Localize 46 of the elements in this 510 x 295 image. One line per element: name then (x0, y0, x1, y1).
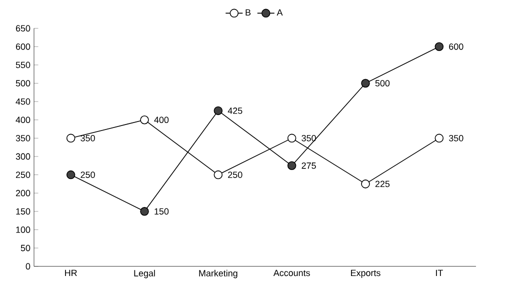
point (361, 180, 370, 188)
x-tick-label: Accounts (273, 270, 310, 276)
x-tick-label: Exports (351, 270, 380, 278)
data-label: 150 (154, 208, 169, 215)
data-label: 425 (228, 108, 242, 114)
point (66, 134, 76, 143)
y-tick-label: 100 (16, 226, 30, 234)
data-label: 350 (448, 135, 464, 142)
data-label: 250 (228, 172, 242, 178)
point (214, 106, 223, 116)
y-tick-label: 450 (16, 98, 30, 105)
y-tick-label: 50 (20, 245, 30, 252)
point (361, 79, 370, 88)
y-tick-label: 350 (16, 135, 30, 142)
data-label: 275 (302, 162, 316, 169)
point (140, 207, 149, 216)
point (214, 170, 223, 180)
x-tick-label: IT (436, 270, 443, 276)
data-label: 350 (302, 135, 316, 142)
y-tick-label: 250 (16, 172, 30, 178)
point (140, 116, 149, 124)
data-label: 225 (375, 180, 390, 188)
y-tick-label: 400 (16, 116, 30, 124)
y-tick-label: 300 (16, 153, 30, 160)
x-tick-label: Legal (134, 270, 155, 278)
x-tick-label: HR (65, 270, 77, 276)
y-tick-label: 150 (16, 208, 30, 215)
legend-label: A (276, 10, 283, 16)
y-tick-label: 600 (16, 44, 30, 50)
y-tick-label: 650 (16, 25, 30, 32)
point (434, 42, 444, 52)
data-label: 400 (154, 116, 169, 124)
x-tick-label: Marketing (199, 270, 238, 278)
y-tick-label: 500 (16, 80, 30, 87)
data-label: 350 (80, 135, 95, 142)
legend-label: B (246, 10, 251, 16)
point (287, 134, 296, 143)
data-label: 500 (375, 80, 390, 87)
data-label: 600 (449, 44, 464, 50)
y-tick-label: 200 (16, 190, 30, 196)
y-tick-label: 550 (16, 62, 30, 68)
point (434, 134, 444, 143)
point (287, 161, 296, 170)
point (66, 170, 76, 180)
data-label: 250 (80, 172, 95, 178)
y-tick-label: 0 (26, 263, 30, 270)
